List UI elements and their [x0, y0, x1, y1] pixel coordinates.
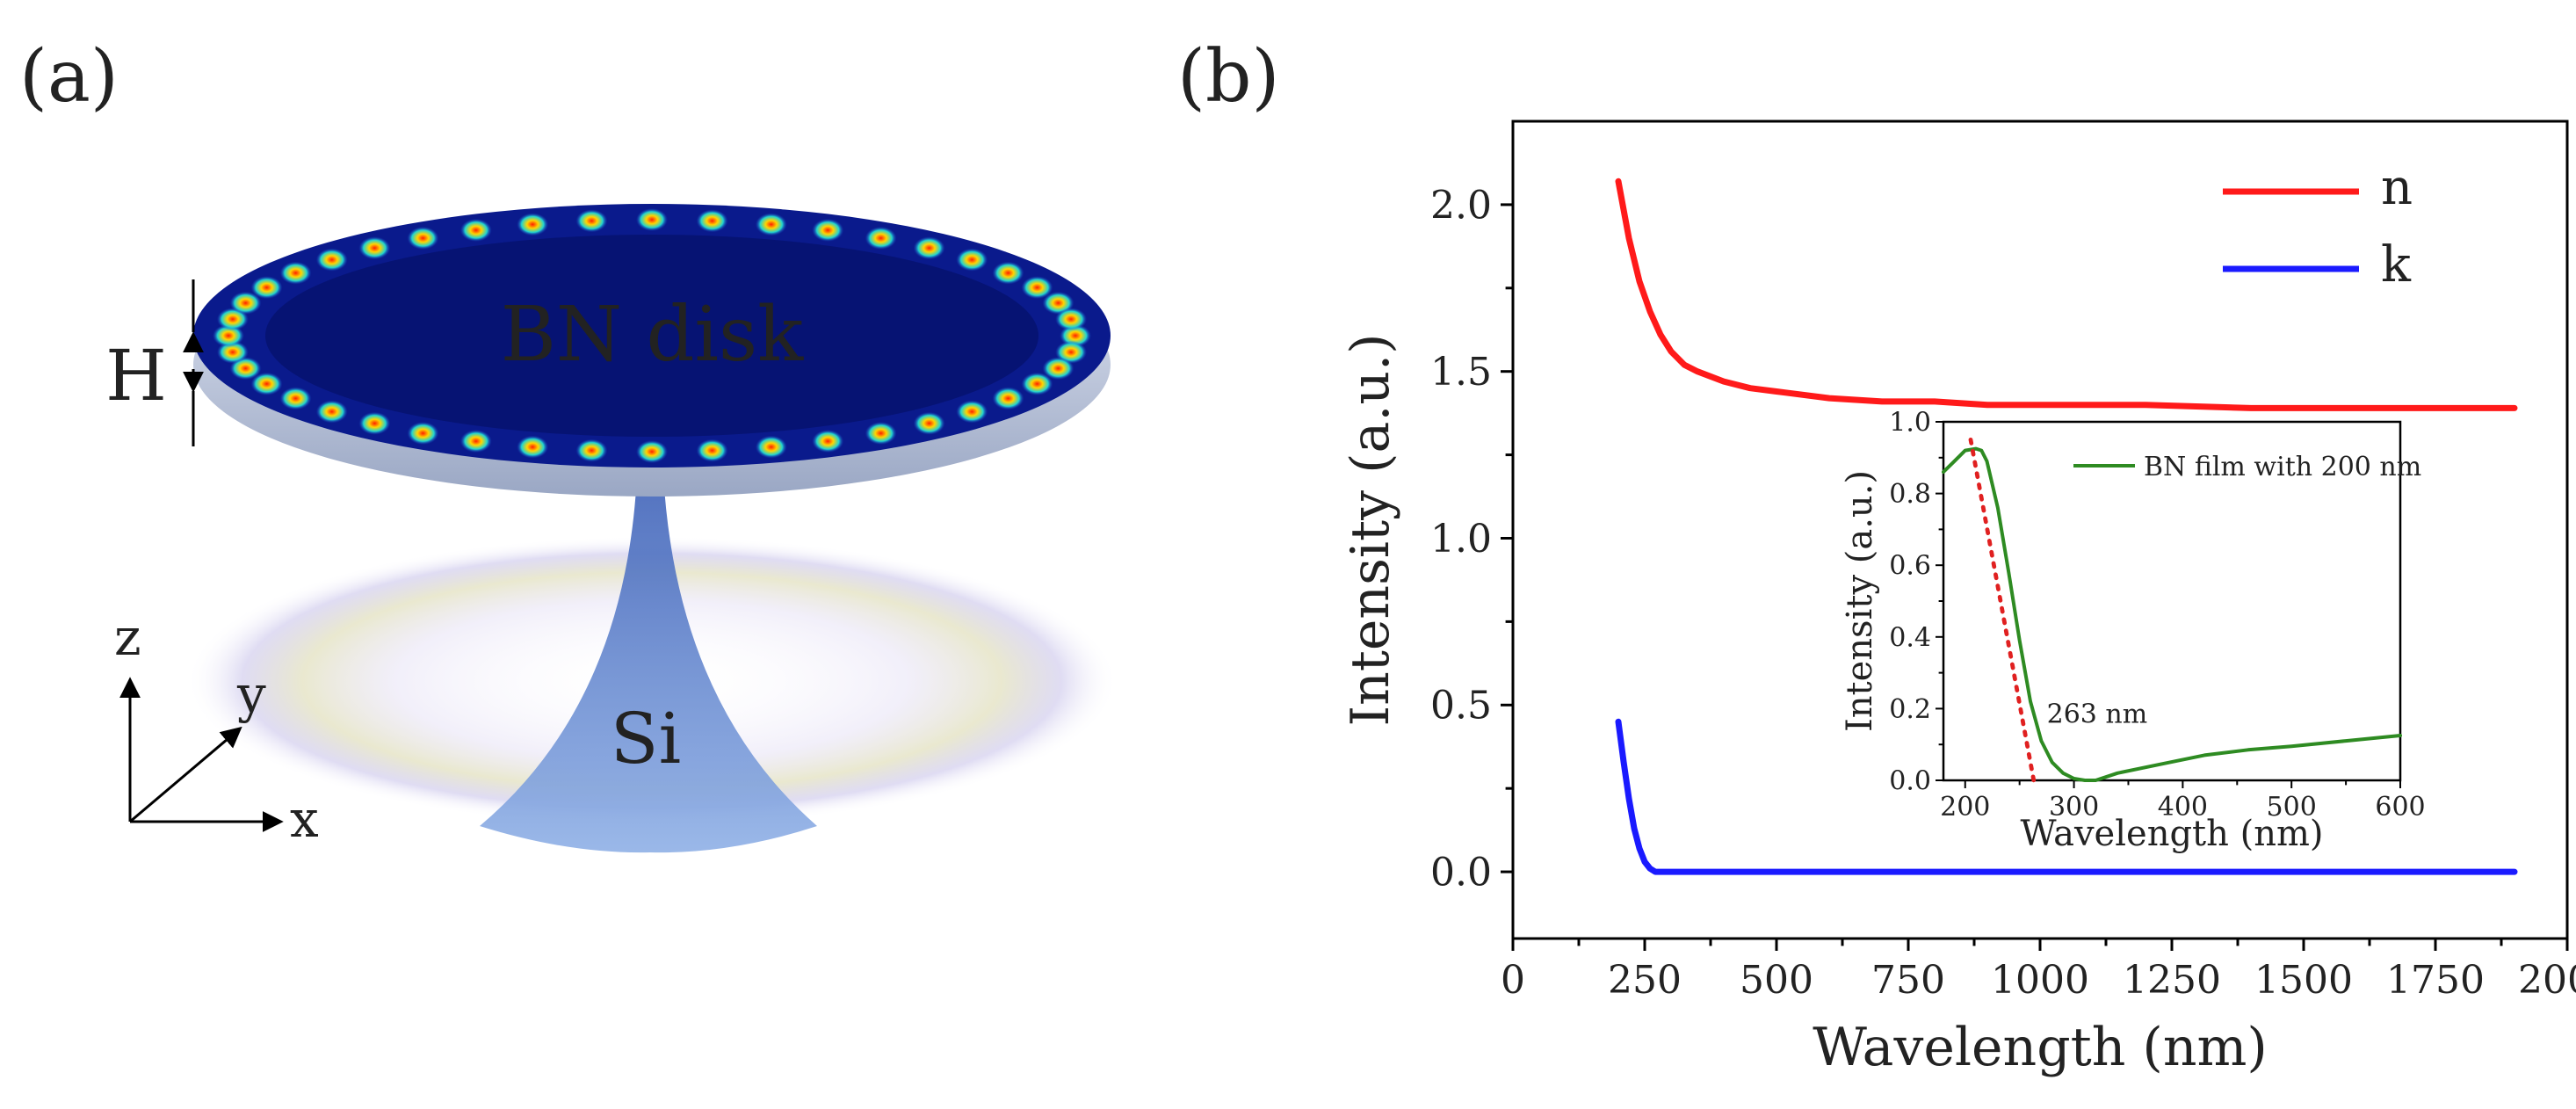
series-linear-fit	[1968, 437, 2037, 783]
mode-spot	[865, 422, 897, 446]
mode-spot	[279, 261, 312, 285]
inset-ticks: 200 300 400 500 600 0.0 0.2 0.4 0.6 0.8 1.0	[1889, 408, 2425, 823]
y-tick-label: 0.6	[1889, 551, 1931, 582]
panel-b: (b) 0 250 500 750 1000 1250 1500 1750 2000 0.0 0.5…	[1177, 35, 2576, 1078]
mode-spot	[956, 400, 988, 424]
mode-spot	[459, 430, 492, 453]
y-axis	[129, 726, 242, 823]
mode-spot	[913, 411, 945, 435]
y-tick-label: 0.4	[1889, 622, 1931, 653]
main-series	[1615, 178, 2518, 875]
y-tick-label: 0.5	[1430, 684, 1492, 728]
x-tick-label: 1250	[2123, 958, 2221, 1003]
mode-spot	[992, 261, 1024, 285]
main-legend: n k	[2223, 159, 2413, 294]
mode-spot	[755, 213, 787, 236]
x-tick-label: 400	[2158, 792, 2208, 823]
legend-n-label: n	[2381, 159, 2413, 216]
inset-chart: 200 300 400 500 600 0.0 0.2 0.4 0.6 0.8 1.0 Wavele…	[1801, 408, 2426, 854]
inset-background	[1801, 413, 2399, 782]
height-label: H	[105, 335, 167, 417]
y-tick-label: 1.0	[1430, 517, 1492, 562]
series-n	[1615, 178, 2518, 411]
bn-disk-inner	[265, 235, 1038, 437]
main-ticks: 0 250 500 750 1000 1250 1500 1750 2000 0.0 0.5 1.0 1…	[1430, 183, 2576, 1003]
inset-y-axis-title: Intensity (a.u.)	[1840, 470, 1880, 732]
inset-legend-label: BN film with 200 nm	[2144, 452, 2421, 482]
inset-x-axis-title: Wavelength (nm)	[2020, 814, 2323, 854]
bn-disk-label: BN disk	[501, 291, 804, 379]
si-pedestal	[480, 475, 817, 853]
mode-spot	[575, 439, 608, 462]
inset-series	[1942, 437, 2402, 783]
y-tick-label: 1.5	[1430, 350, 1492, 395]
panel-a: (a) Si BN disk H z y x	[19, 35, 1118, 853]
y-tick-label: 0.8	[1889, 479, 1931, 510]
mode-spot	[992, 387, 1024, 410]
mode-spot	[1055, 308, 1088, 331]
x-tick-label: 500	[1740, 958, 1813, 1003]
main-y-axis-title: Intensity (a.u.)	[1340, 333, 1401, 726]
x-tick-label: 250	[1608, 958, 1682, 1003]
y-tick-label: 0.0	[1889, 766, 1931, 797]
x-tick-label: 1000	[1991, 958, 2089, 1003]
main-chart: 0 250 500 750 1000 1250 1500 1750 2000 0.0 0.5 1.0 1…	[1340, 120, 2576, 1078]
mode-spot	[812, 430, 844, 453]
series-bn-film-with-200-nm	[1942, 446, 2402, 782]
mode-spot	[229, 291, 262, 315]
main-x-axis-title: Wavelength (nm)	[1813, 1017, 2268, 1078]
mode-spot	[913, 236, 945, 260]
x-tick-label: 0	[1501, 958, 1525, 1003]
mode-spot	[865, 226, 897, 250]
mode-spot	[315, 248, 348, 272]
mode-spot	[636, 208, 668, 231]
mode-spot	[636, 440, 668, 463]
mode-spot	[575, 209, 608, 233]
x-tick-label: 500	[2267, 792, 2317, 823]
x-axis-label: x	[290, 789, 319, 849]
mode-spot	[407, 422, 439, 446]
x-tick-label: 1750	[2386, 958, 2485, 1003]
x-tick-label: 2000	[2518, 958, 2576, 1003]
x-tick-label: 1500	[2254, 958, 2353, 1003]
legend-k-label: k	[2381, 236, 2412, 294]
x-tick-label: 300	[2049, 792, 2099, 823]
mode-spot	[1021, 372, 1053, 395]
series-k	[1615, 718, 2518, 875]
si-label: Si	[611, 698, 681, 779]
x-tick-label: 600	[2375, 792, 2425, 823]
mode-spot	[1021, 276, 1053, 300]
mode-spot	[459, 218, 492, 242]
mode-spot	[250, 276, 283, 300]
x-tick-label: 750	[1871, 958, 1945, 1003]
mode-spot	[517, 435, 549, 459]
mode-spot	[696, 209, 728, 233]
mode-spot	[407, 226, 439, 250]
y-tick-label: 0.2	[1889, 694, 1931, 725]
coordinate-axes: z y x	[114, 607, 319, 849]
mode-spot	[517, 213, 549, 236]
y-tick-label: 2.0	[1430, 183, 1492, 228]
mode-spot	[279, 387, 312, 410]
z-axis-label: z	[114, 607, 141, 667]
whispering-gallery-mode-spots	[213, 208, 1091, 463]
y-axis-label: y	[236, 664, 266, 724]
x-tick-label: 200	[1940, 792, 1990, 823]
inset-annotation-263nm: 263 nm	[2047, 699, 2148, 730]
y-tick-label: 1.0	[1889, 408, 1931, 439]
y-tick-label: 0.0	[1430, 850, 1492, 895]
mode-spot	[250, 372, 283, 395]
mode-spot	[315, 400, 348, 424]
mode-spot	[696, 439, 728, 462]
mode-spot	[358, 236, 391, 260]
mode-spot	[956, 248, 988, 272]
panel-b-label: (b)	[1177, 35, 1279, 119]
mode-spot	[812, 218, 844, 242]
mode-spot	[755, 435, 787, 459]
mode-spot	[358, 411, 391, 435]
mode-spot	[1042, 357, 1075, 381]
panel-a-label: (a)	[19, 35, 119, 119]
